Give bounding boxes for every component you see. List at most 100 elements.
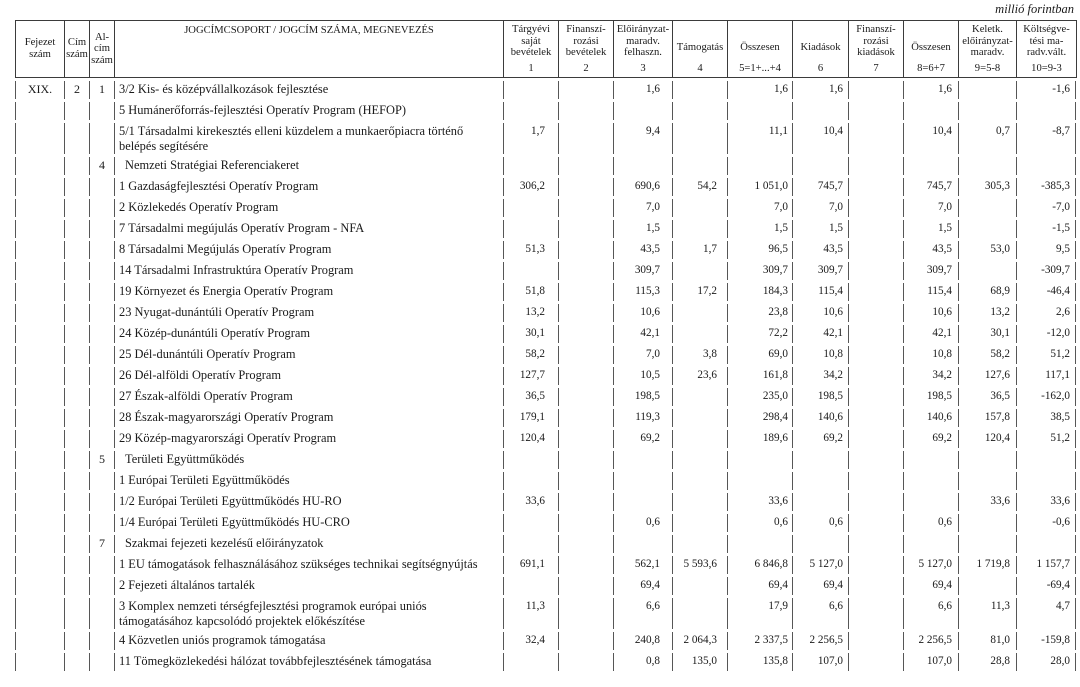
header-cell-8: Összesen 5=1+...+4: [727, 20, 793, 78]
value-cell: -162,0: [1016, 388, 1076, 407]
cim-szam-cell: [64, 157, 89, 176]
value-cell: 1 719,8: [958, 556, 1016, 575]
value-cell: 1,6: [613, 81, 672, 99]
table-row: 1/4 Európai Területi Együttműködés HU-CR…: [15, 514, 1076, 533]
header-label-line: Finanszí-: [856, 24, 896, 35]
alcim-szam-cell: [89, 493, 114, 512]
megnevezes-cell: 3/2 Kis- és középvállalkozások fejleszté…: [114, 81, 503, 99]
value-cell: [672, 388, 727, 407]
fejezet-szam-cell: [15, 199, 64, 218]
alcim-szam-cell: 4: [89, 157, 114, 176]
value-cell: 198,5: [792, 388, 848, 407]
value-cell: 58,2: [958, 346, 1016, 365]
value-cell: [1016, 451, 1076, 470]
value-cell: [503, 451, 558, 470]
value-cell: [613, 472, 672, 491]
header-label-line: felhaszn.: [624, 47, 662, 59]
megnevezes-cell: 29 Közép-magyarországi Operatív Program: [114, 430, 503, 449]
value-cell: [503, 81, 558, 99]
value-cell: [672, 262, 727, 281]
cim-szam-cell: [64, 577, 89, 596]
megnevezes-cell: 5/1 Társadalmi kirekesztés elleni küzdel…: [114, 123, 503, 155]
value-cell: [848, 556, 903, 575]
value-cell: 309,7: [903, 262, 958, 281]
table-row: 5 Humánerőforrás-fejlesztési Operatív Pr…: [15, 102, 1076, 120]
value-cell: 28,8: [958, 653, 1016, 672]
value-cell: [958, 102, 1016, 120]
fejezet-szam-cell: [15, 241, 64, 260]
value-cell: 135,0: [672, 653, 727, 672]
alcim-szam-cell: [89, 123, 114, 155]
header-label: Cím szám: [66, 37, 88, 60]
alcim-szam-cell: [89, 514, 114, 533]
cim-szam-cell: [64, 598, 89, 630]
fejezet-szam-cell: [15, 409, 64, 428]
fejezet-szam-cell: [15, 577, 64, 596]
table-row: 14 Társadalmi Infrastruktúra Operatív Pr…: [15, 262, 1076, 281]
header-cell-13: Költségve-tési ma-radv.vált. 10=9-3: [1016, 20, 1077, 78]
table-row: 4 Közvetlen uniós programok támogatása 32…: [15, 632, 1076, 651]
table-row: 28 Észak-magyarországi Operatív Program 1…: [15, 409, 1076, 428]
header-cell-11: Összesen 8=6+7: [903, 20, 959, 78]
value-cell: [503, 514, 558, 533]
table-row: 2 Közlekedés Operatív Program 7,0 7,0 7,0 7,…: [15, 199, 1076, 218]
value-cell: 0,6: [792, 514, 848, 533]
value-cell: [848, 409, 903, 428]
header-label: Összesen: [729, 21, 791, 54]
cim-szam-cell: [64, 241, 89, 260]
value-cell: 10,6: [903, 304, 958, 323]
value-cell: 28,0: [1016, 653, 1076, 672]
megnevezes-cell: 23 Nyugat-dunántúli Operatív Program: [114, 304, 503, 323]
value-cell: [558, 123, 613, 155]
value-cell: 184,3: [727, 283, 792, 302]
header-label: Fejezet szám: [17, 37, 63, 60]
value-cell: 9,4: [613, 123, 672, 155]
header-label-line: Al-: [94, 31, 110, 43]
value-cell: [672, 472, 727, 491]
fejezet-szam-cell: [15, 325, 64, 344]
value-cell: 13,2: [503, 304, 558, 323]
value-cell: [848, 472, 903, 491]
header-label-line: Támogatás: [676, 42, 724, 53]
table-row: XIX. 2 1 3/2 Kis- és középvállalkozások fej…: [15, 81, 1076, 99]
header-label-line: Kiadások: [800, 42, 841, 53]
value-cell: [792, 157, 848, 176]
value-cell: 1,6: [792, 81, 848, 99]
value-cell: 10,8: [792, 346, 848, 365]
table-header: Fejezet szám Cím szám Al-cím szám JOGCÍMCSOPOR…: [15, 20, 1077, 78]
value-cell: [558, 430, 613, 449]
table-row: 7 Társadalmi megújulás Operatív Program …: [15, 220, 1076, 239]
value-cell: [903, 493, 958, 512]
value-cell: [613, 102, 672, 120]
value-cell: [503, 157, 558, 176]
value-cell: [848, 514, 903, 533]
value-cell: [558, 178, 613, 197]
header-cell-9: Kiadások 6: [792, 20, 849, 78]
header-label-line: Költségve-: [1023, 24, 1070, 35]
alcim-szam-cell: [89, 577, 114, 596]
value-cell: 1 157,7: [1016, 556, 1076, 575]
cim-szam-cell: [64, 388, 89, 407]
alcim-szam-cell: [89, 102, 114, 120]
table-row: 1 EU támogatások felhasználásához szüksé…: [15, 556, 1076, 575]
value-cell: 36,5: [503, 388, 558, 407]
value-cell: [727, 535, 792, 554]
value-cell: -159,8: [1016, 632, 1076, 651]
cim-szam-cell: [64, 653, 89, 672]
value-cell: 10,4: [792, 123, 848, 155]
value-cell: [848, 367, 903, 386]
header-col-number: 7: [873, 63, 879, 75]
value-cell: [558, 577, 613, 596]
table-row: 5 Területi Együttműködés: [15, 451, 1076, 470]
value-cell: 30,1: [503, 325, 558, 344]
value-cell: -309,7: [1016, 262, 1076, 281]
header-label-line: szám: [29, 49, 51, 60]
value-cell: 17,9: [727, 598, 792, 630]
value-cell: 4,7: [1016, 598, 1076, 630]
value-cell: [558, 325, 613, 344]
value-cell: [558, 102, 613, 120]
table-row: 4 Nemzeti Stratégiai Referenciakeret: [15, 157, 1076, 176]
header-cell-12: Keletk. előirányzat-maradv. 9=5-8: [958, 20, 1017, 78]
megnevezes-cell: 19 Környezet és Energia Operatív Program: [114, 283, 503, 302]
